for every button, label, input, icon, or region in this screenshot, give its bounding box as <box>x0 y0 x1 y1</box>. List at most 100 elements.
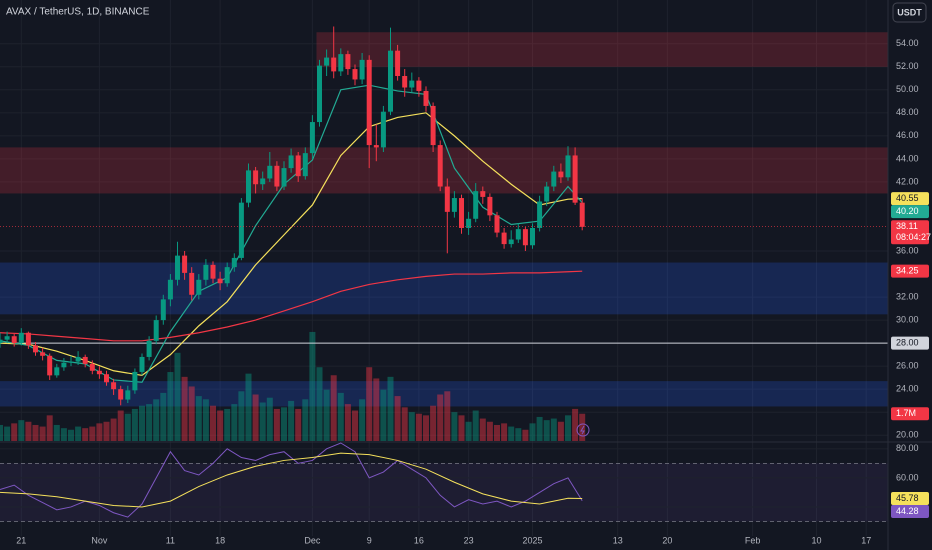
volume-bar <box>124 413 131 441</box>
zone <box>0 262 888 315</box>
volume-bar <box>96 423 103 441</box>
volume-bar <box>437 394 444 441</box>
candle-body <box>125 390 131 400</box>
volume-bar <box>344 404 351 441</box>
y-tick-label: 30.00 <box>896 314 919 324</box>
rsi-tag <box>891 505 929 519</box>
candle-body <box>82 356 88 364</box>
candle-body <box>338 54 344 72</box>
price-tag-label: 38.11 <box>896 221 918 231</box>
candle-body <box>196 279 202 295</box>
candle-body <box>260 178 266 185</box>
price-tag <box>891 192 929 206</box>
y-tick-label: 48.00 <box>896 107 919 117</box>
volume-tag-label: 1.7M <box>896 408 916 418</box>
candle-body <box>430 105 436 146</box>
volume-bar <box>565 415 571 441</box>
volume-bar <box>309 331 316 441</box>
volume-bar <box>550 418 557 441</box>
candle-body <box>324 57 330 66</box>
volume-bar <box>188 386 195 441</box>
candle-body <box>231 257 237 268</box>
candle-body <box>466 218 472 228</box>
x-tick-label: 21 <box>16 535 26 545</box>
y-tick-label: 52.00 <box>896 61 919 71</box>
candle-body <box>189 272 195 295</box>
candle-body <box>572 155 578 203</box>
volume-bar <box>4 426 11 441</box>
candle-body <box>331 57 337 72</box>
volume-bar <box>103 421 110 441</box>
candle-body <box>253 170 259 185</box>
zone <box>316 32 888 67</box>
volume-bar <box>160 392 167 441</box>
volume-bar <box>366 367 373 441</box>
candle-body <box>139 356 145 372</box>
volume-bar <box>281 407 287 441</box>
x-tick-label: 10 <box>811 535 821 545</box>
candle-body <box>451 198 457 212</box>
candle-body <box>522 229 528 246</box>
candle-body <box>182 255 188 273</box>
volume-bar <box>139 405 145 441</box>
volume <box>0 331 586 441</box>
candle-body <box>160 299 166 321</box>
candle-body <box>4 336 10 340</box>
volume-bar <box>210 405 216 441</box>
price-tag <box>891 336 929 350</box>
volume-bar <box>245 373 252 441</box>
rsi-tick-label: 60.00 <box>896 472 919 482</box>
x-tick-label: Feb <box>745 535 761 545</box>
rsi-ma-line <box>0 452 583 508</box>
candle-body <box>246 170 251 203</box>
price-tag-label: 40.55 <box>896 193 919 203</box>
volume-bar <box>494 424 500 441</box>
volume-bar <box>117 410 124 441</box>
candle-body <box>352 69 358 80</box>
candle-body <box>579 202 585 227</box>
volume-bar <box>543 420 550 441</box>
volume-bar <box>82 428 89 441</box>
volume-bar <box>444 391 451 441</box>
x-tick-label: 9 <box>367 535 372 545</box>
candle-body <box>40 352 46 356</box>
volume-bar <box>167 372 174 441</box>
y-tick-label: 54.00 <box>896 38 919 48</box>
volume-bar <box>536 416 543 441</box>
candle-body <box>33 345 38 353</box>
candle-body <box>274 165 280 187</box>
candle-body <box>0 339 3 344</box>
alert-icon[interactable] <box>576 423 590 437</box>
volume-bar <box>380 389 387 441</box>
x-tick-label: Nov <box>91 535 108 545</box>
volume-bar <box>231 404 238 441</box>
alert-bolt <box>580 425 585 435</box>
axis: 20.0022.0024.0026.0030.0032.0036.0042.00… <box>16 38 931 545</box>
candle-body <box>515 229 521 240</box>
candle-body <box>508 239 514 245</box>
x-tick-label: 17 <box>861 535 871 545</box>
candle-body <box>54 367 60 376</box>
volume-bar <box>430 405 437 441</box>
volume-bar <box>0 424 3 441</box>
candle-body <box>89 363 95 371</box>
volume-bar <box>479 418 486 441</box>
plot <box>0 26 888 518</box>
candle-body <box>295 155 301 177</box>
x-tick-label: 11 <box>166 535 175 545</box>
volume-bar <box>394 396 401 441</box>
volume-bar <box>174 352 181 441</box>
candle-body <box>18 332 24 344</box>
candle-body <box>153 320 159 341</box>
currency-label[interactable]: USDT <box>897 7 922 17</box>
candle-body <box>224 267 230 284</box>
y-tick-label: 24.00 <box>896 384 919 394</box>
volume-bar <box>451 412 458 441</box>
volume-bar <box>352 410 358 441</box>
currency-button[interactable] <box>892 2 927 23</box>
candle-body <box>47 355 53 376</box>
volume-bar <box>217 410 224 441</box>
zone <box>0 381 888 407</box>
candle-body <box>317 65 322 123</box>
